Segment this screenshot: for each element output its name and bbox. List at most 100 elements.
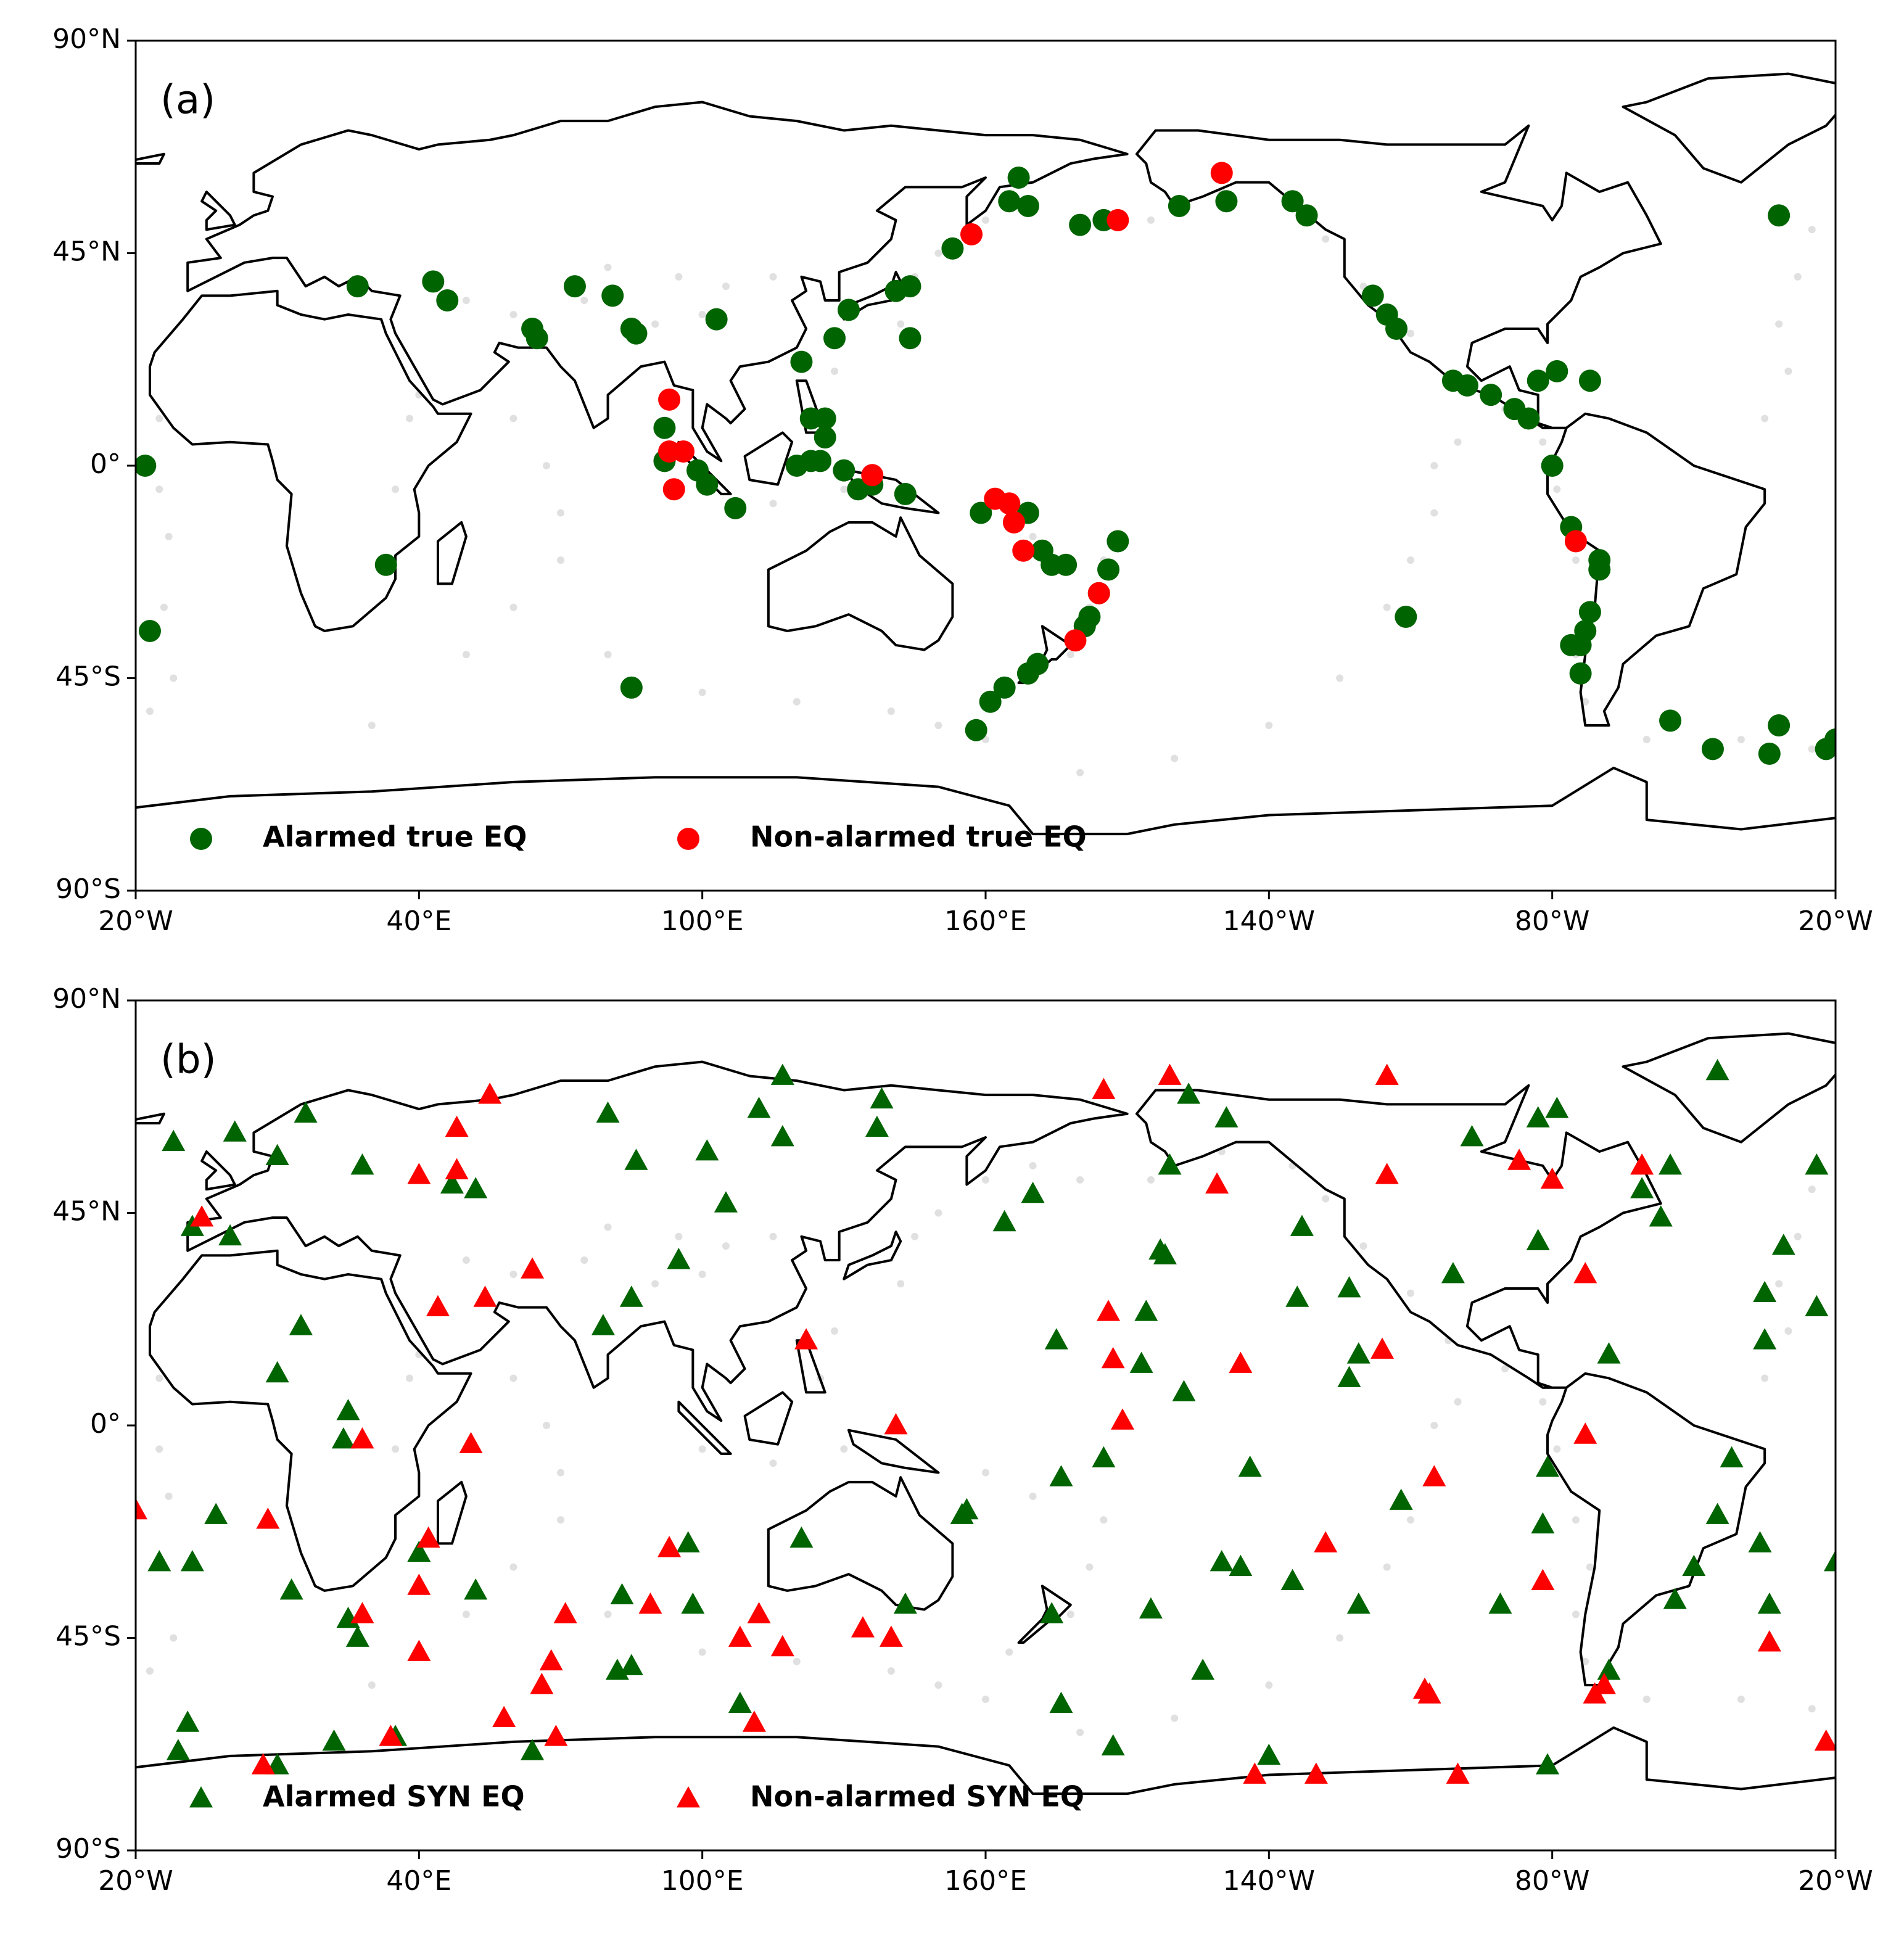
- event-marker: [899, 327, 921, 350]
- event-marker: [1021, 1181, 1045, 1203]
- catalog-point: [698, 688, 706, 696]
- catalog-point: [1005, 1648, 1013, 1656]
- catalog-point: [406, 414, 414, 423]
- event-marker: [1304, 1762, 1328, 1784]
- legend-marker: [190, 828, 212, 850]
- event-marker: [1460, 1125, 1484, 1147]
- catalog-point: [462, 1610, 470, 1618]
- event-marker: [865, 1115, 889, 1137]
- coastline: [112, 1034, 1860, 1794]
- catalog-point: [651, 1280, 659, 1288]
- event-marker: [1757, 1630, 1781, 1652]
- catalog-point: [897, 320, 905, 328]
- catalog-point: [1359, 1242, 1367, 1250]
- event-marker: [601, 284, 624, 307]
- event-marker: [1134, 1300, 1158, 1321]
- event-marker: [1290, 1214, 1314, 1236]
- event-marker: [1536, 1753, 1560, 1775]
- catalog-point: [769, 1232, 777, 1240]
- catalog-point: [170, 674, 178, 682]
- catalog-point: [934, 1209, 942, 1217]
- event-marker: [667, 1248, 691, 1269]
- event-marker: [695, 1139, 719, 1161]
- catalog-point: [1784, 367, 1792, 375]
- catalog-point: [462, 297, 470, 305]
- event-marker: [1649, 1205, 1673, 1227]
- event-marker: [1346, 1342, 1370, 1364]
- event-marker: [204, 1503, 228, 1524]
- catalog-point: [1808, 745, 1816, 753]
- event-marker: [1158, 1153, 1182, 1175]
- catalog-point: [982, 1696, 989, 1704]
- catalog-point: [1407, 1289, 1414, 1297]
- event-marker: [790, 350, 813, 373]
- event-marker: [1824, 1550, 1836, 1572]
- catalog-point: [1642, 736, 1651, 744]
- catalog-point: [509, 414, 517, 423]
- catalog-point: [793, 1657, 801, 1665]
- event-marker: [861, 464, 884, 487]
- event-marker: [416, 1526, 440, 1548]
- event-marker: [350, 1602, 374, 1623]
- catalog-point: [557, 556, 564, 564]
- axes-frame: [134, 39, 1837, 892]
- event-marker: [218, 1224, 242, 1246]
- catalog-point: [1336, 1634, 1344, 1642]
- event-marker: [1748, 1531, 1772, 1552]
- event-marker: [1153, 1243, 1177, 1264]
- x-tick-label: 140°W: [1223, 1865, 1316, 1897]
- event-marker: [1107, 530, 1129, 553]
- catalog-point: [1539, 438, 1547, 446]
- event-marker: [794, 1328, 818, 1350]
- event-marker: [1573, 1422, 1597, 1444]
- event-marker: [1578, 369, 1601, 392]
- event-marker: [724, 497, 747, 519]
- catalog-point: [604, 263, 612, 271]
- legend-marker: [189, 1786, 213, 1808]
- catalog-point: [982, 1469, 989, 1477]
- event-marker: [884, 1413, 908, 1435]
- event-marker: [331, 1427, 355, 1449]
- panel: 20°W 40°E 100°E 160°E 140°W 80°W 20°W90°S45°S0…: [52, 23, 1873, 937]
- event-marker: [672, 440, 695, 463]
- event-marker: [1768, 204, 1791, 227]
- event-marker: [658, 388, 681, 411]
- catalog-point: [146, 707, 154, 715]
- event-marker: [1092, 1078, 1116, 1099]
- catalog-point: [1808, 1185, 1816, 1194]
- event-marker: [833, 459, 855, 482]
- event-marker: [653, 416, 676, 439]
- event-marker: [941, 237, 964, 260]
- event-marker: [1049, 1691, 1073, 1713]
- catalog-point: [557, 1469, 564, 1477]
- event-marker: [1243, 1762, 1267, 1784]
- event-marker: [993, 676, 1016, 699]
- event-marker: [1049, 1465, 1073, 1486]
- catalog-point: [1076, 1728, 1084, 1736]
- event-marker: [1215, 190, 1238, 213]
- event-marker: [1016, 662, 1039, 685]
- catalog-point: [604, 651, 612, 659]
- event-marker: [521, 1739, 545, 1760]
- y-tick-label: 45°N: [52, 1196, 121, 1227]
- event-marker: [728, 1625, 752, 1647]
- catalog-point: [769, 500, 777, 508]
- event-marker: [445, 1115, 469, 1137]
- catalog-point: [1737, 736, 1745, 744]
- catalog-point: [769, 1459, 777, 1467]
- y-tick-label: 90°S: [56, 1833, 121, 1865]
- catalog-point: [1076, 1176, 1084, 1184]
- catalog-point: [1383, 603, 1391, 611]
- event-marker: [1069, 213, 1092, 236]
- event-marker: [789, 1526, 814, 1548]
- y-tick-label: 90°S: [56, 873, 121, 905]
- event-marker: [1101, 1734, 1125, 1755]
- event-marker: [770, 1125, 794, 1147]
- x-tick-label: 20°W: [1798, 905, 1873, 937]
- event-marker: [1087, 582, 1110, 604]
- event-marker: [1527, 369, 1549, 392]
- event-marker: [1630, 1177, 1654, 1198]
- catalog-point: [604, 1610, 612, 1618]
- catalog-point: [1086, 1563, 1094, 1571]
- event-marker: [1111, 1408, 1135, 1430]
